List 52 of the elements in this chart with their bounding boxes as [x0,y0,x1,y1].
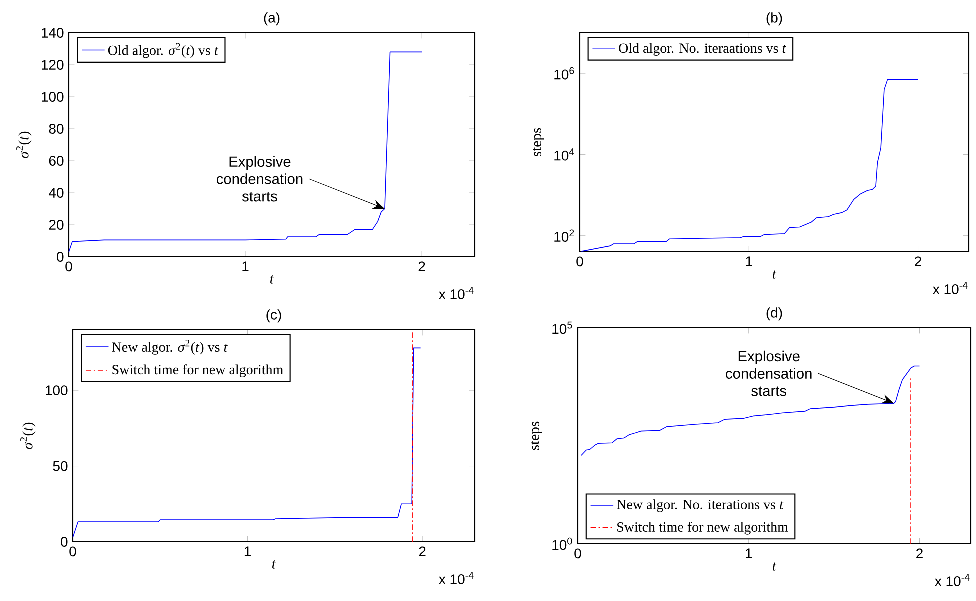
y-tick-label: 10$^{5}$ [552,322,572,334]
x-axis-title: t [772,562,777,571]
legend-label: New algor. No. iterations vs t [617,500,784,512]
y-tick-label: 40 [49,188,64,198]
text: x 10$^{-4}$ [439,572,474,584]
x-tick-label: 1 [244,546,251,556]
y-tick-label: 120 [42,60,64,70]
x-tick-label: 0 [574,548,582,559]
y-tick-label: 140 [42,28,64,38]
legend-label: Switch time for new algorithm [618,522,788,535]
y-tick-label: 10$^{0}$ [552,538,572,550]
x-axis-title: t [272,560,276,569]
chart-title: (b) [766,12,782,26]
x-tick-label: 1 [242,262,249,272]
legend-label: Switch time for new algorithm [112,364,284,378]
y-tick-label: 80 [49,124,64,134]
text: x 10$^{-4}$ [933,282,968,294]
legend-label: Old algor. σ$^{2}$(t) vs t [108,43,219,58]
x-tick-label: 2 [418,262,426,272]
line-series [581,79,919,252]
x-tick-label: 1 [746,256,752,266]
text: x 10$^{-4}$ [935,574,970,586]
chart-title: (c) [266,310,282,323]
x-axis-title: t [270,275,274,284]
x-tick-label: 0 [70,546,76,557]
y-tick-label: 20 [49,220,64,230]
annotation: Explosive condensation starts [216,156,303,202]
text: x 10$^{-4}$ [439,287,474,300]
y-tick-label: 10$^{6}$ [554,67,574,80]
chart-title: (a) [264,12,280,26]
x-axis-title: t [772,270,777,279]
legend-label: New algor. σ$^{2}$(t) vs t [112,340,228,355]
y-tick-label: 10$^{2}$ [554,230,574,242]
y-axis-title: steps [531,422,542,450]
y-tick-label: 10$^{4}$ [554,148,574,161]
legend-label: Old algor. No. iteraations vs t [619,43,786,56]
chart-title: (d) [766,308,782,321]
x-tick-label: 2 [915,256,922,266]
line-series [581,366,920,456]
y-tick-label: 0 [61,537,68,547]
y-tick-label: 100 [46,386,68,396]
x-tick-label: 2 [419,546,426,556]
y-tick-label: 50 [53,461,68,472]
annotation: Explosive condensation starts [726,350,812,396]
y-axis-title: σ$^{2}$(t) [16,132,32,158]
y-axis-title: σ$^{2}$(t) [20,422,36,450]
x-tick-label: 1 [746,548,752,558]
x-tick-label: 2 [916,548,923,558]
y-axis-title: steps [533,128,544,157]
y-tick-label: 60 [49,156,64,166]
x-tick-label: 0 [576,256,584,267]
y-tick-label: 100 [42,92,64,102]
